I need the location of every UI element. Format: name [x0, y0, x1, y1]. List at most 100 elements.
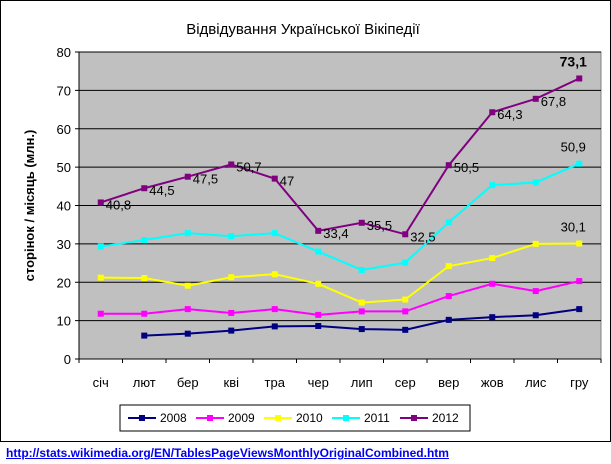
data-point-2011: [532, 179, 539, 186]
data-point-2012: [184, 173, 191, 180]
data-point-2009: [97, 310, 104, 317]
data-point-2010: [489, 255, 496, 262]
y-tick-label: 60: [57, 122, 71, 137]
data-point-2012: [532, 95, 539, 102]
y-tick-label: 50: [57, 160, 71, 175]
data-label: 30,1: [561, 219, 586, 234]
data-point-2012: [445, 162, 452, 169]
legend-marker-2009: [207, 415, 213, 421]
data-point-2012: [271, 175, 278, 182]
series-line-2012: [100, 77, 580, 236]
chart-title: Відвідування Української Вікіпедії: [186, 21, 420, 38]
data-label: 47: [280, 174, 294, 189]
data-point-2010: [97, 274, 104, 281]
series-line-2011: [100, 162, 580, 272]
data-label: 33,4: [323, 226, 348, 241]
data-point-2012: [576, 75, 583, 82]
data-label: 50,7: [236, 159, 261, 174]
data-point-2010: [532, 240, 539, 247]
x-tick-label: бер: [177, 375, 199, 390]
legend-label-2011: 2011: [364, 411, 390, 425]
data-point-2010: [445, 263, 452, 270]
y-tick-label: 80: [57, 45, 71, 60]
data-point-2012: [358, 219, 365, 226]
data-label: 44,5: [149, 183, 174, 198]
data-label: 67,8: [541, 94, 566, 109]
data-point-2011: [315, 248, 322, 255]
x-tick-label: лип: [351, 375, 373, 390]
data-point-2009: [315, 311, 322, 318]
data-point-2010: [402, 296, 409, 303]
data-point-2012: [489, 109, 496, 116]
x-tick-label: лис: [525, 375, 547, 390]
data-point-2011: [228, 233, 235, 240]
data-point-2008: [445, 316, 452, 323]
legend-marker-2008: [139, 415, 145, 421]
series-line-2010: [100, 242, 580, 304]
data-point-2011: [97, 243, 104, 250]
data-point-2011: [489, 182, 496, 189]
data-label: 73,1: [560, 53, 587, 69]
data-point-2012: [228, 161, 235, 168]
data-point-2012: [315, 227, 322, 234]
data-point-2012: [97, 199, 104, 206]
data-point-2012: [402, 231, 409, 238]
data-point-2008: [576, 306, 583, 313]
legend-marker-2012: [411, 415, 417, 421]
x-tick-label: тра: [265, 375, 286, 390]
data-point-2009: [532, 288, 539, 295]
legend-label-2009: 2009: [228, 411, 255, 425]
data-point-2008: [271, 323, 278, 330]
data-point-2008: [315, 322, 322, 329]
data-point-2011: [184, 230, 191, 237]
y-tick-label: 10: [57, 314, 71, 329]
data-point-2009: [402, 308, 409, 315]
y-axis-label: сторінок / місяць (млн.): [22, 130, 37, 282]
data-point-2008: [228, 327, 235, 334]
data-label: 40,8: [106, 197, 131, 212]
line-chart: Відвідування Української Вікіпедії 0 10 20 3…: [22, 21, 602, 432]
data-point-2011: [141, 237, 148, 244]
data-point-2011: [358, 266, 365, 273]
legend-label-2012: 2012: [432, 411, 459, 425]
data-point-2009: [489, 280, 496, 287]
data-point-2009: [358, 308, 365, 315]
data-point-2011: [402, 259, 409, 266]
data-point-2010: [358, 299, 365, 306]
data-point-2011: [271, 230, 278, 237]
legend-label-2008: 2008: [160, 411, 187, 425]
data-point-2008: [489, 314, 496, 321]
data-point-2010: [271, 271, 278, 278]
data-point-2010: [315, 280, 322, 287]
data-point-2008: [358, 326, 365, 333]
series-line-2009: [100, 280, 580, 316]
y-tick-label: 30: [57, 237, 71, 252]
x-tick-label: жов: [481, 375, 504, 390]
x-tick-label: січ: [93, 375, 109, 390]
data-point-2012: [141, 185, 148, 192]
data-point-2008: [184, 330, 191, 337]
data-point-2011: [576, 160, 583, 167]
data-label: 50,5: [454, 160, 479, 175]
data-point-2008: [402, 326, 409, 333]
y-tick-label: 20: [57, 275, 71, 290]
source-link[interactable]: http://stats.wikimedia.org/EN/TablesPage…: [6, 446, 449, 460]
data-point-2009: [228, 309, 235, 316]
legend-marker-2010: [275, 415, 281, 421]
x-tick-label: лют: [133, 375, 156, 390]
data-point-2009: [445, 293, 452, 300]
data-label: 32,5: [410, 229, 435, 244]
data-label: 47,5: [193, 172, 218, 187]
x-tick-label: гру: [570, 375, 589, 390]
x-tick-label: чер: [308, 375, 329, 390]
y-tick-label: 70: [57, 83, 71, 98]
x-tick-label: кві: [224, 375, 240, 390]
data-label: 64,3: [497, 107, 522, 122]
data-point-2009: [141, 310, 148, 317]
y-tick-label: 0: [64, 352, 71, 367]
data-label: 35,5: [367, 218, 392, 233]
data-point-2011: [445, 219, 452, 226]
data-point-2010: [184, 282, 191, 289]
data-point-2008: [532, 312, 539, 319]
data-point-2009: [271, 306, 278, 313]
